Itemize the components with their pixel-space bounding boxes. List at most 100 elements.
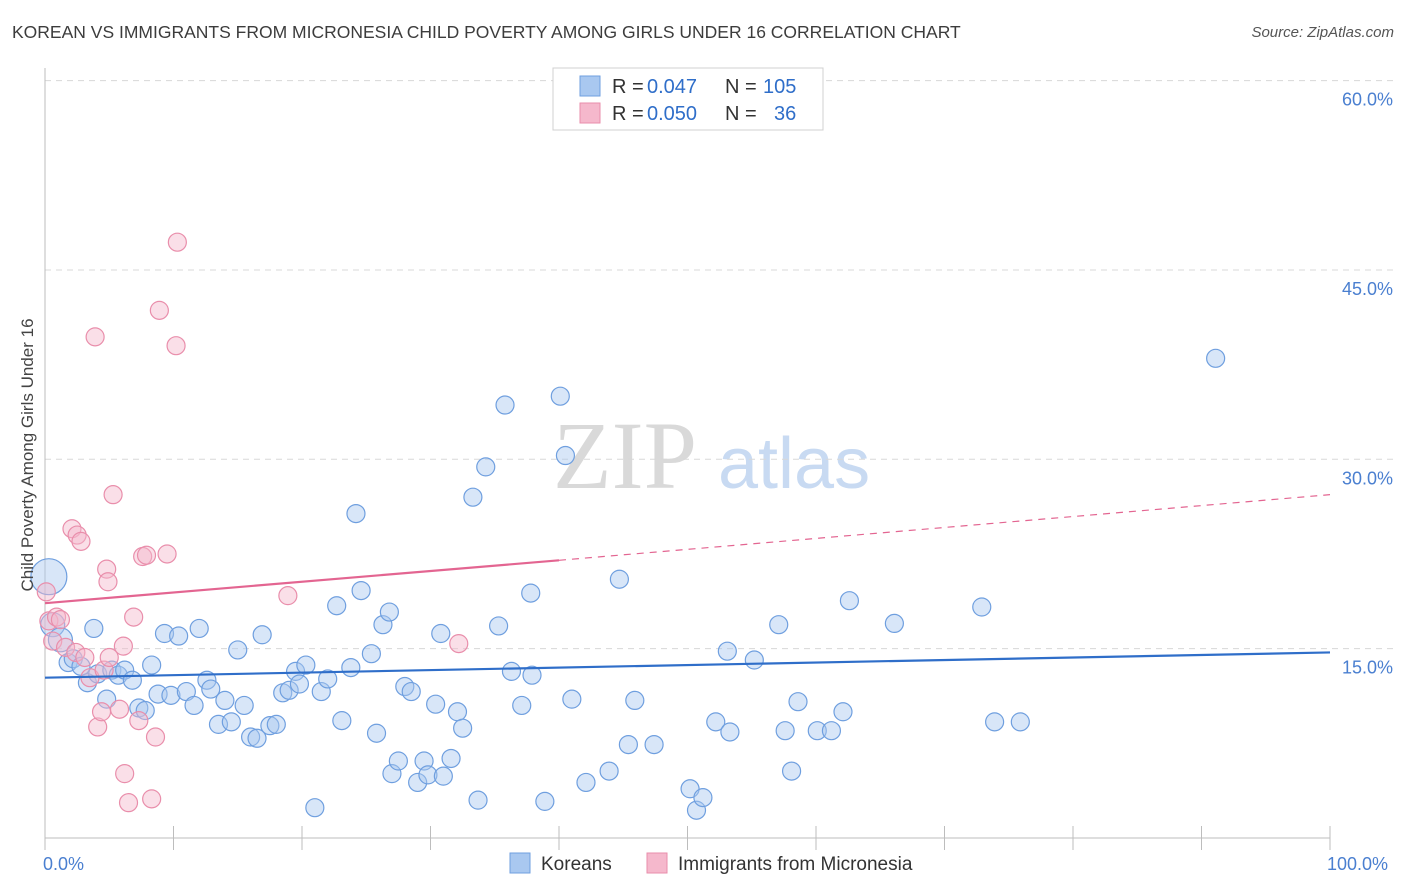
micronesia-point-14 [91,702,112,722]
koreans-point-23 [189,618,209,639]
koreans-point-68 [489,616,509,636]
koreans-point-50 [366,723,387,743]
koreans-point-25 [201,679,221,699]
koreans-point-30 [234,695,254,716]
koreans-point-15 [135,700,155,721]
chart-title: KOREAN VS IMMIGRANTS FROM MICRONESIA CHI… [12,22,961,42]
micronesia-point-7 [66,642,86,663]
x-ticks [44,826,1331,850]
koreans-point-28 [221,712,241,732]
koreans-point-100 [972,597,992,617]
koreans-point-33 [252,625,272,645]
legend-koreans-r-value: 0.047 [647,76,697,98]
bottom-legend-micronesia: Immigrants from Micronesia [678,854,913,875]
koreans-point-78 [576,772,596,793]
koreans-point-29 [228,640,248,660]
micronesia-point-33 [136,545,157,565]
koreans-point-74 [535,791,555,811]
chart-source: Source: ZipAtlas.com [1251,24,1394,41]
koreans-point-55 [395,676,415,697]
koreans-point-102 [1010,712,1030,732]
koreans-point-91 [769,615,789,635]
micronesia-point-5 [55,637,76,657]
koreans-point-40 [296,655,316,675]
koreans-point-75 [550,386,570,406]
koreans-point-65 [463,487,483,507]
micronesia-point-17 [103,485,123,505]
micronesia-point-23 [129,711,149,731]
koreans-point-98 [839,591,860,611]
koreans-point-56 [401,681,421,702]
legend: R = 0.047 N = 105 R = 0.050 N = 36 [552,67,824,131]
micronesia-points [36,232,469,813]
koreans-point-92 [775,721,795,741]
koreans-point-48 [351,580,371,601]
micronesia-point-22 [124,607,144,627]
y-tick-label-30: 30.0% [1342,468,1393,488]
micronesia-point-29 [166,336,186,356]
koreans-point-60 [426,694,446,714]
koreans-point-101 [985,712,1005,732]
koreans-point-9 [97,689,117,709]
koreans-point-77 [562,689,582,709]
koreans-point-90 [744,650,764,670]
koreans-point-62 [441,748,461,769]
y-tick-label-15: 15.0% [1342,658,1393,678]
koreans-point-66 [468,790,488,810]
koreans-point-37 [279,680,299,700]
legend-koreans-n-value: 105 [763,76,796,98]
koreans-point-12 [115,660,135,680]
koreans-point-69 [495,395,515,415]
koreans-point-63 [447,702,468,722]
koreans-point-41 [305,798,325,818]
watermark-zip: ZIP [553,402,697,509]
koreans-point-49 [361,644,381,664]
koreans-point-52 [379,602,399,622]
legend-micronesia-r-label: R = [612,103,644,125]
koreans-point-88 [717,641,737,661]
koreans-point-13 [122,670,142,690]
koreans-point-76 [555,445,576,466]
micronesia-point-26 [145,727,166,747]
koreans-point-103 [1206,348,1226,368]
micronesia-point-19 [113,636,133,656]
micronesia-point-27 [149,300,169,320]
koreans-point-54 [388,751,408,771]
koreans-point-45 [332,711,352,731]
koreans-point-79 [599,761,619,781]
koreans-point-94 [788,692,808,712]
koreans-point-22 [184,695,204,716]
micronesia-point-34 [278,586,298,606]
legend-micronesia-n-label: N = [725,103,757,125]
x-tick-label-max: 100.0% [1327,854,1388,874]
y-tick-label-60: 60.0% [1342,90,1393,110]
micronesia-point-4 [50,610,71,630]
koreans-point-72 [521,583,541,603]
koreans-point-86 [693,788,713,808]
koreans-point-64 [453,718,473,738]
micronesia-point-30 [167,232,187,252]
micronesia-point-12 [85,327,105,347]
koreans-point-83 [644,734,664,755]
y-tick-label-45: 45.0% [1342,279,1393,299]
bottom-legend-koreans: Koreans [541,854,612,875]
micronesia-point-21 [118,793,139,813]
y-tick-labels: 15.0% 30.0% 45.0% 60.0% [1342,90,1393,678]
koreans-point-34 [260,716,280,736]
koreans-point-31 [241,727,261,747]
legend-koreans-n-label: N = [725,76,757,98]
koreans-point-80 [609,569,629,589]
micronesia-trend-line-1 [44,559,560,605]
bottom-legend-swatch-koreans [509,852,531,874]
koreans-point-67 [476,457,496,477]
koreans-point-32 [247,728,267,748]
koreans-point-27 [215,690,235,711]
koreans-point-89 [720,722,740,742]
koreans-point-85 [686,800,707,820]
legend-swatch-koreans [579,75,601,97]
watermark-atlas: atlas [718,424,870,504]
micronesia-point-16 [99,647,119,668]
koreans-point-104 [433,766,453,786]
koreans-point-7 [84,618,104,639]
